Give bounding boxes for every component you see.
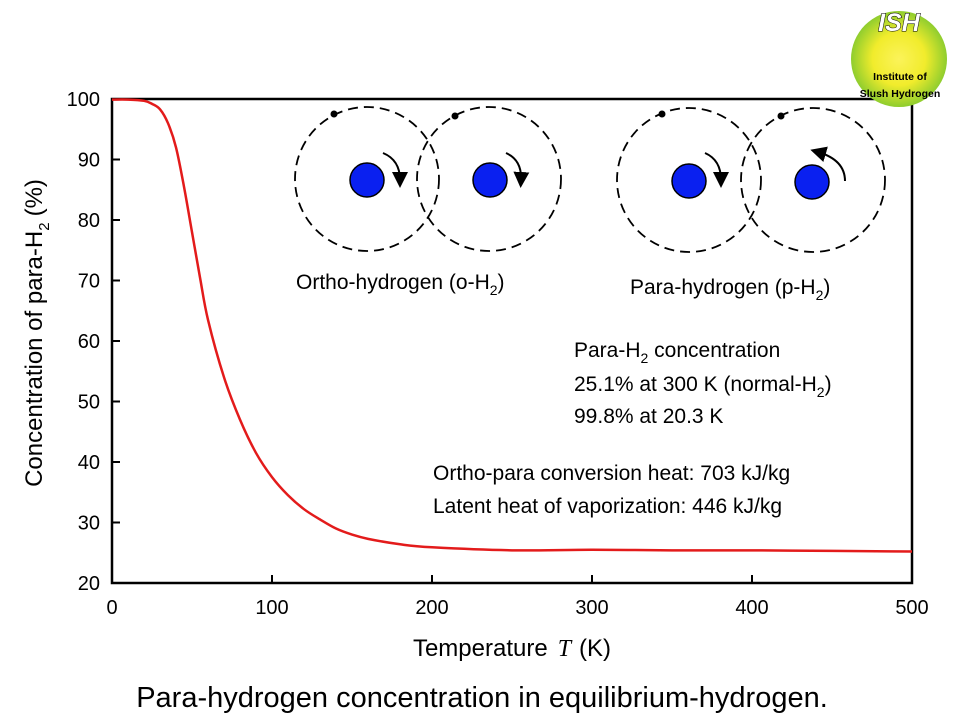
x-tick-label: 0 <box>106 597 117 619</box>
x-axis-title: Temperature T (K) <box>413 635 611 662</box>
conversion-heat-label: Ortho-para conversion heat: 703 kJ/kg <box>433 462 790 485</box>
y-tick-label: 50 <box>78 392 100 414</box>
latent-heat-label: Latent heat of vaporization: 446 kJ/kg <box>433 495 782 518</box>
para-orbit-right <box>740 107 886 253</box>
para-h2-concentration-curve <box>111 98 913 553</box>
para-hydrogen-label: Para-hydrogen (p-H2) <box>630 276 830 303</box>
ortho-proton-left <box>349 162 385 198</box>
logo-title: ISH <box>878 9 921 37</box>
y-tick-label: 70 <box>78 271 100 293</box>
x-tick-label: 300 <box>575 597 608 619</box>
y-axis-title: Concentration of para-H2(%) <box>21 179 53 487</box>
ortho-hydrogen-diagram <box>294 106 562 252</box>
figure-caption: Para-hydrogen concentration in equilibri… <box>136 682 828 714</box>
y-tick-label: 100 <box>67 89 100 111</box>
y-tick-label: 30 <box>78 513 100 535</box>
x-axis-ticks: 0 100 200 300 400 500 <box>106 575 929 619</box>
x-tick-label: 400 <box>735 597 768 619</box>
ortho-spin-arrow-left-icon <box>382 152 408 188</box>
ortho-spin-arrow-right-icon <box>505 152 530 188</box>
y-tick-label: 90 <box>78 150 100 172</box>
para-electron-right <box>777 112 785 120</box>
ortho-proton-right <box>472 162 508 198</box>
x-tick-label: 500 <box>895 597 928 619</box>
y-tick-label: 80 <box>78 210 100 232</box>
y-tick-label: 20 <box>78 573 100 595</box>
ortho-orbit-right <box>416 106 562 252</box>
para-spin-arrow-right-icon <box>810 146 846 182</box>
x-tick-label: 100 <box>255 597 288 619</box>
para-electron-left <box>658 110 666 118</box>
para-proton-right <box>794 164 830 200</box>
para-hydrogen-diagram <box>616 107 886 253</box>
para-orbit-left <box>616 107 762 253</box>
para-concentration-line1: 25.1% at 300 K (normal-H2) <box>574 373 832 400</box>
para-proton-left <box>671 163 707 199</box>
ish-logo: ISH Institute of Slush Hydrogen <box>851 9 947 107</box>
ortho-electron-right <box>451 112 459 120</box>
para-spin-arrow-left-icon <box>704 152 729 188</box>
y-tick-label: 40 <box>78 452 100 474</box>
para-concentration-title: Para-H2 concentration <box>574 339 780 366</box>
logo-line2: Slush Hydrogen <box>860 88 941 100</box>
logo-line1: Institute of <box>873 71 927 83</box>
para-concentration-line2: 99.8% at 20.3 K <box>574 405 723 428</box>
y-tick-label: 60 <box>78 331 100 353</box>
ortho-orbit-left <box>294 106 440 252</box>
ortho-electron-left <box>330 110 338 118</box>
ortho-hydrogen-label: Ortho-hydrogen (o-H2) <box>296 271 505 298</box>
logo-badge <box>851 11 947 107</box>
x-tick-label: 200 <box>415 597 448 619</box>
y-axis-ticks: 20 30 40 50 60 70 80 90 100 <box>67 89 120 595</box>
